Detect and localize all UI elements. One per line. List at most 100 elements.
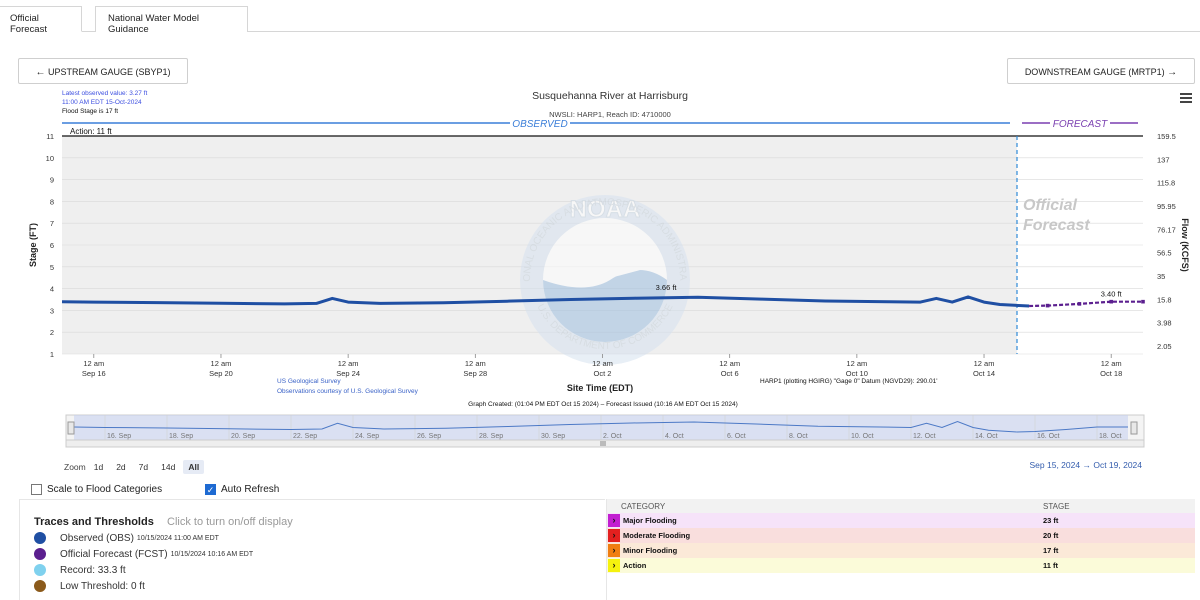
category-name: Moderate Flooding	[623, 531, 691, 540]
zoom-7d-button[interactable]: 7d	[138, 462, 149, 472]
traces-hint: Click to turn on/off display	[167, 516, 293, 528]
y2-tick-label: 56.5	[1157, 249, 1172, 258]
scale-flood-checkbox[interactable]: Scale to Flood Categories	[31, 484, 162, 495]
tab-official-forecast[interactable]: Official Forecast	[0, 6, 82, 35]
navigator-tick-label: 6. Oct	[727, 433, 746, 440]
latest-observed-time: 11:00 AM EDT 15-Oct-2024	[62, 99, 142, 106]
y-axis-title: Stage (FT)	[28, 223, 38, 267]
category-name: Action	[623, 561, 647, 570]
range-to[interactable]: Oct 19, 2024	[1093, 460, 1142, 470]
auto-refresh-checkbox[interactable]: ✓ Auto Refresh	[205, 484, 279, 495]
y2-tick-label: 2.05	[1157, 342, 1172, 351]
official-forecast-watermark-2: Forecast	[1023, 217, 1090, 234]
chart-title: Susquehanna River at Harrisburg	[532, 90, 688, 102]
y-axis-flow: 2.05 3.98 15.8 35 56.5 76.17 95.95 115.8 137 159.…	[1157, 132, 1176, 351]
navigator-tick-label: 24. Sep	[355, 433, 379, 440]
chart-menu-icon[interactable]	[1180, 93, 1192, 103]
trace-low-threshold[interactable]: Low Threshold: 0 ft	[34, 580, 145, 592]
tab-national-water-model[interactable]: National Water Model Guidance	[95, 6, 248, 35]
stage-hydrograph: Susquehanna River at Harrisburg NWSLI: H…	[0, 80, 1190, 448]
latest-observed: Latest observed value: 3.27 ft	[62, 90, 148, 97]
trace-forecast[interactable]: Official Forecast (FCST) 10/15/2024 10:1…	[34, 548, 253, 560]
y2-tick-label: 76.17	[1157, 225, 1176, 234]
range-from[interactable]: Sep 15, 2024	[1029, 460, 1081, 470]
x-tick-label: 12 am	[592, 359, 613, 368]
table-row: › Minor Flooding 17 ft	[607, 543, 1195, 558]
zoom-2d-button[interactable]: 2d	[116, 462, 126, 472]
arrow-left-icon: ←	[35, 67, 46, 78]
chevron-right-icon: ›	[608, 559, 620, 572]
navigator-tick-label: 16. Sep	[107, 433, 131, 440]
upstream-gauge-label: UPSTREAM GAUGE (SBYP1)	[47, 67, 171, 77]
downstream-gauge-label: DOWNSTREAM GAUGE (MRTP1)	[1024, 67, 1165, 77]
traces-panel: Traces and Thresholds Click to turn on/o…	[19, 499, 605, 600]
y-axis-stage: 1 2 3 4 5 6 7 8 9 10 11	[46, 132, 54, 359]
tab-bar: Official Forecast National Water Model G…	[0, 0, 1200, 35]
date-range: Sep 15, 2024 → Oct 19, 2024	[1030, 460, 1143, 470]
datum-note: HARP1 (plotting HGIRG) "Gage 0" Datum (N…	[760, 378, 937, 385]
x-tick-label: Oct 14	[973, 369, 995, 378]
navigator-tick-label: 14. Oct	[975, 433, 998, 440]
arrow-right-icon: →	[1167, 67, 1178, 78]
series-group	[61, 295, 1145, 308]
table-row: › Major Flooding 23 ft	[607, 513, 1195, 528]
category-column-header: CATEGORY	[621, 502, 666, 511]
forecast-point	[1109, 299, 1114, 304]
category-name: Minor Flooding	[623, 546, 678, 555]
forecast-label: FORECAST	[1053, 119, 1108, 130]
zoom-label: Zoom	[64, 462, 86, 472]
zoom-14d-button[interactable]: 14d	[161, 462, 176, 472]
x-tick-label: 12 am	[719, 359, 740, 368]
traces-title: Traces and Thresholds	[34, 516, 154, 528]
stage-column-header: STAGE	[1043, 502, 1070, 511]
x-tick-label: 12 am	[974, 359, 995, 368]
y-tick-label: 6	[50, 241, 54, 250]
x-axis-title: Site Time (EDT)	[567, 383, 633, 393]
y-tick-label: 4	[50, 285, 54, 294]
action-threshold-label: Action: 11 ft	[70, 127, 112, 136]
x-tick-label: 12 am	[465, 359, 486, 368]
y2-tick-label: 3.98	[1157, 319, 1172, 328]
upstream-gauge-button[interactable]: ← UPSTREAM GAUGE (SBYP1)	[18, 58, 188, 84]
x-tick-label: Sep 16	[82, 369, 106, 378]
x-tick-label: Sep 28	[463, 369, 487, 378]
table-header: CATEGORY STAGE	[607, 499, 1195, 513]
forecast-dot-icon	[34, 548, 46, 560]
trace-observed[interactable]: Observed (OBS) 10/15/2024 11:00 AM EDT	[34, 532, 219, 544]
flood-categories-table: CATEGORY STAGE › Major Flooding 23 ft › …	[606, 499, 1195, 600]
trace-record[interactable]: Record: 33.3 ft	[34, 564, 126, 576]
category-stage: 11 ft	[1043, 561, 1059, 570]
scale-flood-label: Scale to Flood Categories	[47, 484, 163, 495]
trace-label: Low Threshold: 0 ft	[60, 580, 145, 592]
source-link[interactable]: US Geological Survey	[277, 378, 341, 385]
y-tick-label: 2	[50, 328, 54, 337]
record-dot-icon	[34, 564, 46, 576]
scrollbar-grip[interactable]	[600, 441, 606, 446]
trace-label: Observed (OBS)	[60, 532, 134, 544]
navigator-tick-label: 26. Sep	[417, 433, 441, 440]
x-tick-label: 12 am	[338, 359, 359, 368]
y-tick-label: 9	[50, 176, 54, 185]
peak-forecast-label: 3.40 ft	[1101, 290, 1123, 299]
checkbox-checked-icon[interactable]: ✓	[205, 484, 216, 495]
source-courtesy-link[interactable]: Observations courtesy of U.S. Geological…	[277, 388, 419, 395]
chevron-right-icon: ›	[608, 514, 620, 527]
graph-created-note: Graph Created: (01:04 PM EDT Oct 15 2024…	[468, 401, 738, 408]
zoom-1d-button[interactable]: 1d	[93, 462, 104, 472]
checkbox-empty-icon[interactable]	[31, 484, 42, 495]
downstream-gauge-button[interactable]: DOWNSTREAM GAUGE (MRTP1) →	[1007, 58, 1195, 84]
zoom-all-button[interactable]: All	[183, 460, 205, 474]
y-tick-label: 8	[50, 197, 54, 206]
navigator-right-handle[interactable]	[1130, 421, 1138, 435]
navigator-left-handle[interactable]	[67, 421, 75, 435]
x-tick-label: 12 am	[211, 359, 232, 368]
y2-tick-label: 35	[1157, 272, 1165, 281]
y2-tick-label: 137	[1157, 155, 1170, 164]
auto-refresh-label: Auto Refresh	[221, 484, 280, 495]
flood-stage-note: Flood Stage is 17 ft	[62, 108, 119, 115]
navigator-tick-label: 12. Oct	[913, 433, 936, 440]
y2-tick-label: 159.5	[1157, 132, 1176, 141]
trace-time: 10/15/2024 10:16 AM EDT	[170, 550, 254, 558]
y-tick-label: 3	[50, 306, 54, 315]
navigator[interactable]: 16. Sep 18. Sep 20. Sep 22. Sep 24. Sep 26. S…	[65, 414, 1145, 448]
